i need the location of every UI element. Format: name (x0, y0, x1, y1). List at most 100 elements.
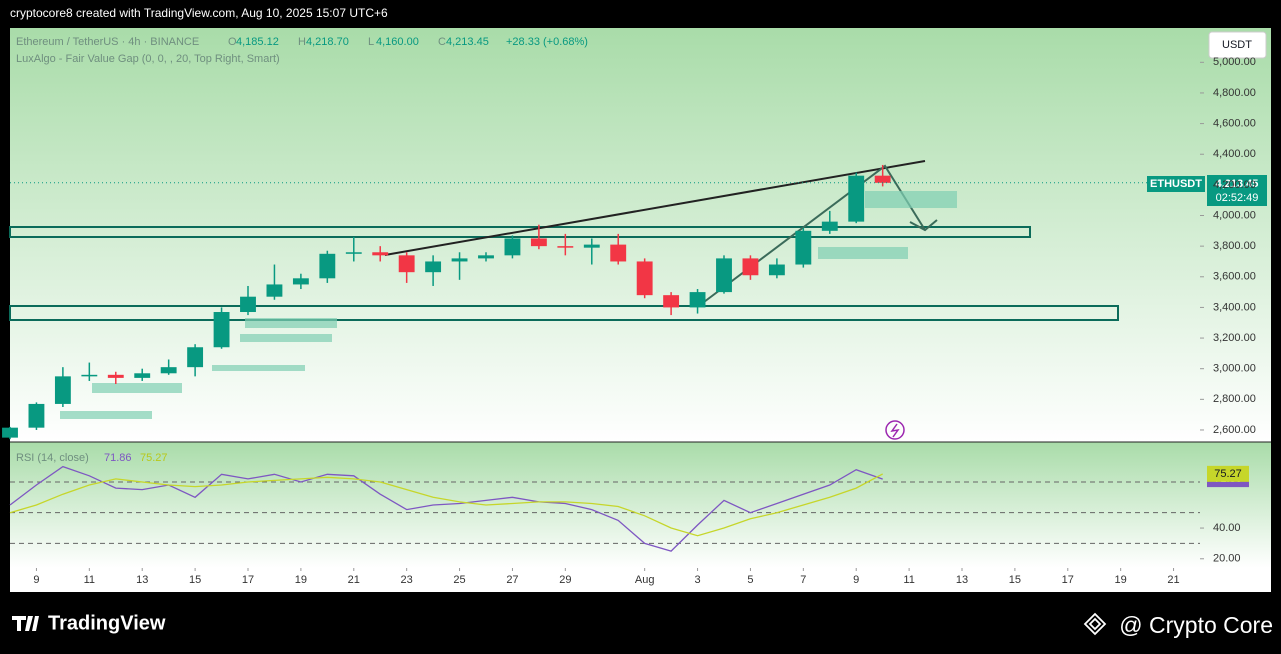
x-tick-label: 9 (33, 574, 39, 586)
x-tick-label: 3 (694, 574, 700, 586)
y-tick-label: 5,000.00 (1213, 56, 1256, 68)
symbol-title: Ethereum / TetherUS · 4h · BINANCE (16, 36, 199, 48)
symbol-tag-label: ETHUSDT (1150, 178, 1202, 190)
candle-body (504, 238, 521, 256)
x-tick-label: 29 (559, 574, 571, 586)
countdown: 02:52:49 (1216, 192, 1259, 204)
quote-value: 4,185.12 (236, 36, 279, 48)
fvg-box (245, 318, 337, 328)
x-tick-label: 17 (1062, 574, 1074, 586)
candle-body (2, 427, 18, 438)
y-tick-label: 2,600.00 (1213, 424, 1256, 436)
x-tick-label: 23 (401, 574, 413, 586)
footer-credit: @ Crypto Core (1119, 612, 1273, 638)
x-tick-label: 15 (1009, 574, 1021, 586)
quote-key: O (228, 36, 237, 48)
rsi-value-tag (1207, 465, 1249, 482)
candle-body (187, 347, 204, 368)
rsi-title: RSI (14, close) (16, 452, 89, 464)
fvg-box (865, 191, 957, 208)
quote-value: 4,160.00 (376, 36, 419, 48)
y-tick-label: 4,400.00 (1213, 148, 1256, 160)
candle-body (874, 175, 891, 183)
price-pane (10, 28, 1271, 442)
candle-body (795, 230, 812, 265)
y-tick-label: 4,800.00 (1213, 87, 1256, 99)
price-tag-label: 4,213.45 (1216, 178, 1259, 190)
candle-body (28, 403, 45, 428)
candle-body (160, 367, 177, 374)
candle-body (716, 258, 732, 293)
time-axis (10, 568, 1271, 592)
support-zone (9, 305, 1119, 321)
trendline (384, 160, 926, 256)
candle-body (240, 296, 256, 313)
resistance-zone (9, 226, 1031, 238)
symbol-tag (1147, 176, 1205, 192)
x-tick-label: 27 (506, 574, 518, 586)
fvg-box (92, 383, 182, 393)
header-text: cryptocore8 created with TradingView.com… (10, 6, 388, 20)
candle-body (663, 295, 680, 308)
candle-body (768, 264, 785, 276)
rsi-pane (10, 442, 1271, 568)
currency-button[interactable] (1208, 31, 1267, 59)
x-tick-label: 11 (903, 574, 914, 586)
event-icon (885, 420, 905, 440)
candle-body (848, 175, 865, 222)
x-tick-label: 19 (295, 574, 307, 586)
price-tag (1207, 175, 1267, 206)
x-tick-label: 13 (956, 574, 968, 586)
candle-body (345, 252, 362, 254)
rsi-value-tag-label: 75.27 (1214, 468, 1242, 480)
candle-body (81, 374, 98, 377)
y-tick-label: 2,800.00 (1213, 393, 1256, 405)
fvg-box (212, 365, 305, 371)
candle-body (292, 278, 309, 285)
y-tick-label: 3,600.00 (1213, 271, 1256, 283)
plot (2, 61, 1204, 571)
candle-body (398, 255, 415, 273)
y-tick-label: 4,200.00 (1213, 179, 1256, 191)
tv-logo-icon (12, 616, 39, 631)
candle-body (451, 258, 468, 262)
credit-icon (1083, 612, 1107, 636)
candle-body (319, 253, 336, 279)
candle-body (372, 252, 389, 256)
indicator-title: LuxAlgo - Fair Value Gap (0, 0, , 20, To… (16, 53, 280, 65)
candle-body (636, 261, 653, 296)
rsi-legend-value: 71.86 (104, 452, 132, 464)
candle-body (134, 373, 151, 378)
candle-body (530, 238, 547, 247)
candle-body (742, 258, 759, 276)
x-tick-label: 19 (1115, 574, 1127, 586)
candle-body (107, 374, 124, 378)
rsi-line (9, 473, 884, 537)
x-tick-label: 21 (1167, 574, 1179, 586)
footer-brand: TradingView (48, 612, 166, 634)
x-tick-label: 25 (453, 574, 465, 586)
x-tick-label: 21 (348, 574, 360, 586)
quote-key: L (368, 36, 374, 48)
x-tick-label: 11 (84, 574, 95, 586)
arrow-head (909, 219, 938, 232)
y-tick-label: 3,200.00 (1213, 332, 1256, 344)
fvg-box (240, 334, 332, 342)
candle-body (266, 284, 283, 297)
x-tick-label: 5 (747, 574, 753, 586)
x-tick-label: 13 (136, 574, 148, 586)
fvg-box (60, 411, 152, 419)
fvg-box (818, 247, 908, 259)
quote-value: 4,218.70 (306, 36, 349, 48)
candle-body (821, 221, 838, 231)
currency-button-label[interactable]: USDT (1222, 39, 1252, 51)
y-tick-label: 3,000.00 (1213, 363, 1256, 375)
x-tick-label: Aug (635, 574, 655, 586)
rsi-ma-legend-value: 75.27 (140, 452, 168, 464)
candle-body (213, 312, 230, 348)
candle-body (689, 292, 706, 308)
candle-body (478, 255, 494, 259)
x-tick-label: 9 (853, 574, 859, 586)
candle-body (425, 261, 442, 273)
y-tick-label: 3,400.00 (1213, 301, 1256, 313)
